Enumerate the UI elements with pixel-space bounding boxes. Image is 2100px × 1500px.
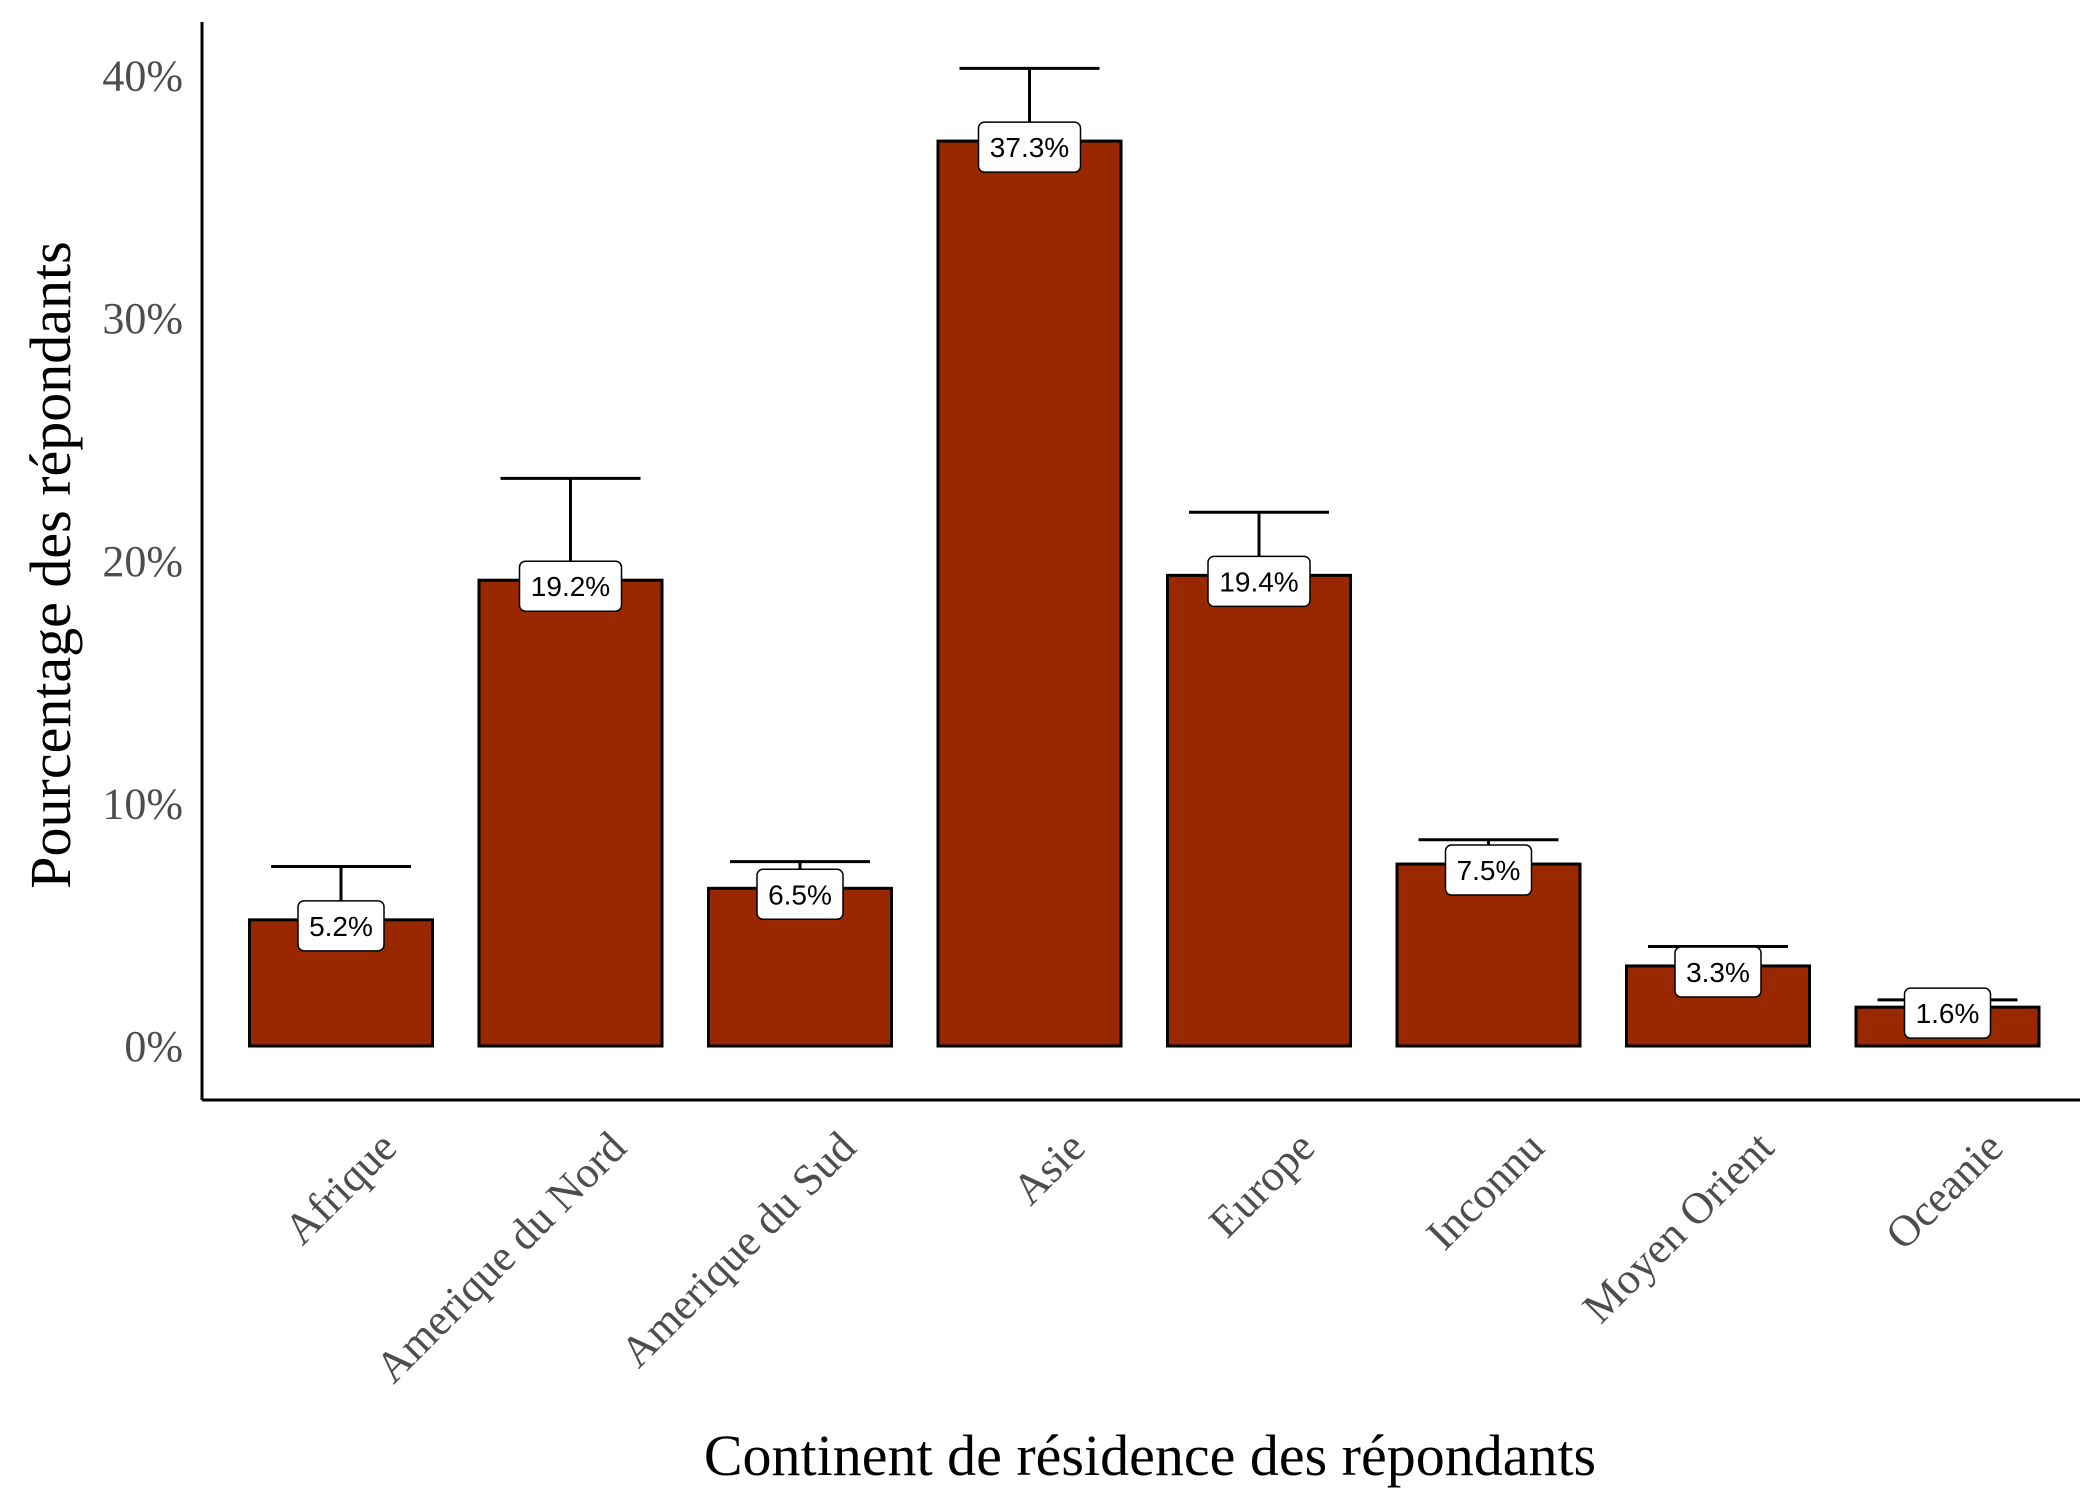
- y-tick-label: 40%: [102, 52, 183, 101]
- x-tick-label: Afrique: [275, 1122, 406, 1253]
- y-tick-label: 30%: [102, 294, 183, 343]
- data-label: 6.5%: [768, 879, 832, 910]
- x-tick-label: Asie: [1003, 1122, 1095, 1214]
- data-label-box: [1444, 844, 1533, 896]
- y-axis-ticks: 0% 10% 20% 30% 40%: [102, 52, 183, 1071]
- bar: [936, 139, 1123, 1048]
- data-label: 7.5%: [1457, 855, 1521, 886]
- data-label-box: [1674, 946, 1762, 998]
- x-axis-title: Continent de résidence des répondants: [704, 1423, 1596, 1488]
- bar-group: 19.4%: [1166, 510, 1352, 1048]
- x-tick-label: Inconnu: [1417, 1122, 1554, 1259]
- x-tick-label: Amerique du Sud: [611, 1122, 865, 1376]
- x-tick-label: Moyen Orient: [1573, 1122, 1783, 1332]
- x-tick-label: Oceanie: [1876, 1122, 2013, 1259]
- bar-group: 1.6%: [1854, 987, 2041, 1048]
- y-axis-title: Pourcentage des répondants: [18, 241, 83, 888]
- data-label-box: [1207, 555, 1311, 608]
- y-tick-label: 10%: [102, 779, 183, 828]
- bar-group: 6.5%: [707, 860, 893, 1048]
- x-tick-label: Amerique du Nord: [366, 1122, 636, 1392]
- bar-group: 37.3%: [936, 66, 1123, 1048]
- bar: [477, 578, 664, 1048]
- plot-area: 5.2% 19.2% 6.5% 37.3% 19.4% 7.5% 3.3% 1.6%: [248, 66, 2041, 1048]
- data-label: 3.3%: [1686, 957, 1750, 988]
- bar: [1166, 573, 1352, 1048]
- data-label: 19.4%: [1219, 566, 1298, 597]
- bar-group: 7.5%: [1395, 838, 1582, 1048]
- data-label: 37.3%: [990, 132, 1069, 163]
- x-tick-label: Europe: [1200, 1122, 1324, 1246]
- data-label: 19.2%: [531, 571, 610, 602]
- bar-group: 3.3%: [1625, 945, 1811, 1048]
- data-label-box: [297, 900, 385, 952]
- data-label-box: [756, 868, 844, 921]
- y-tick-label: 20%: [102, 537, 183, 586]
- data-label-box: [977, 121, 1082, 173]
- data-label-box: [1903, 987, 1992, 1039]
- data-label: 5.2%: [309, 911, 373, 942]
- data-label-box: [518, 560, 623, 612]
- bar-group: 5.2%: [248, 864, 434, 1048]
- data-label: 1.6%: [1916, 998, 1980, 1029]
- y-tick-label: 0%: [124, 1022, 183, 1071]
- bar-group: 19.2%: [477, 476, 664, 1048]
